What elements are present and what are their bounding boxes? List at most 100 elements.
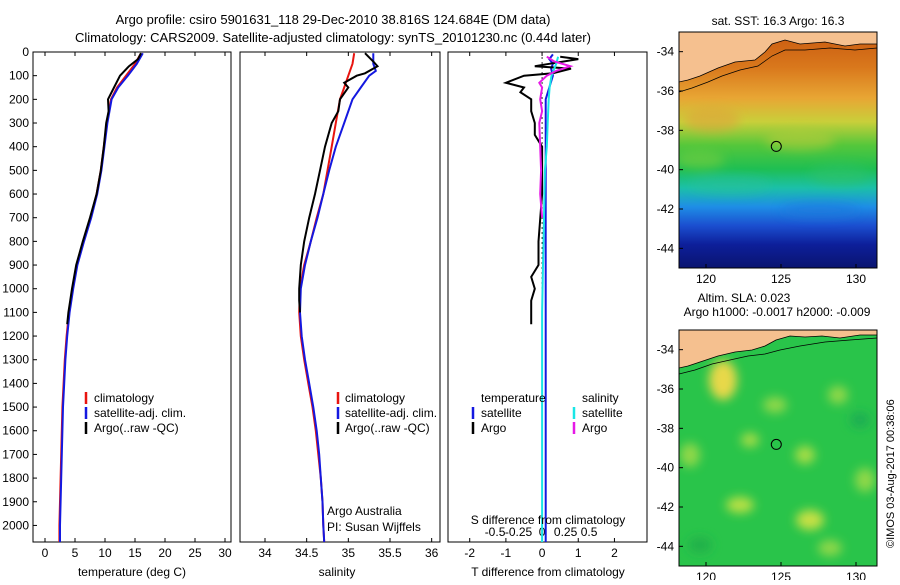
temperature-tick-label: 0 [42, 546, 49, 560]
sla-shelf-contour [679, 337, 877, 375]
depth-tick-label: 600 [9, 187, 29, 201]
legend-temperature-title: temperature [481, 391, 546, 405]
depth-axis: 0 100 200 300 400 500 600 700 800 900 1000 1100 1200… [2, 45, 37, 532]
depth-tick-label: 1100 [3, 305, 29, 319]
temperature-tick-label: 15 [128, 546, 142, 560]
map-lat-tick-label: -36 [657, 382, 675, 396]
salinity-difference-tick-label: 0.5 [581, 525, 598, 539]
map-lon-tick-label: 130 [846, 272, 866, 286]
map-lon-tick-label: 120 [696, 570, 716, 580]
legend-label-s-satellite: satellite [582, 406, 623, 420]
depth-tick-label: 1500 [2, 400, 29, 414]
difference-legend: temperature salinity satellite Argo sate… [471, 391, 623, 435]
temperature-tick-label: 25 [188, 546, 202, 560]
sla-map-subtitle: Argo h1000: -0.0017 h2000: -0.009 [684, 305, 871, 319]
depth-tick-label: 400 [9, 140, 29, 154]
series-argo [298, 52, 380, 313]
sla-map-title: Altim. SLA: 0.023 [698, 291, 791, 305]
depth-tick-label: 1300 [2, 353, 29, 367]
temperature-xlabel: temperature (deg C) [78, 565, 186, 579]
sst-map-axes: 120 125 130 -34 -36 -38 -40 -42 -44 [657, 45, 867, 286]
temperature-tick-label: 10 [98, 546, 112, 560]
temperature-tick-label: 30 [218, 546, 232, 560]
depth-tick-label: 800 [9, 234, 29, 248]
series-t-argo [502, 55, 579, 325]
argo-australia-label: Argo Australia [327, 504, 402, 518]
map-lat-tick-label: -36 [657, 84, 675, 98]
map-lon-tick-label: 130 [846, 570, 866, 580]
temperature-tick-label: 20 [158, 546, 172, 560]
depth-tick-label: 300 [9, 116, 29, 130]
legend-label-satellite: satellite-adj. clim. [94, 406, 186, 420]
sst-argo-marker [770, 140, 782, 152]
map-lat-tick-label: -42 [657, 500, 675, 514]
series-s-satellite [541, 56, 560, 542]
temperature-lines [58, 52, 144, 542]
depth-tick-label: 1600 [2, 424, 29, 438]
map-lat-tick-label: -42 [657, 202, 675, 216]
map-lat-tick-label: -44 [657, 241, 675, 255]
sla-map-image [679, 330, 877, 566]
pi-label: PI: Susan Wijffels [327, 520, 421, 534]
sst-map-frame [678, 31, 878, 269]
difference-tick-label: 1 [575, 546, 582, 560]
difference-tick-label: 2 [611, 546, 618, 560]
sst-map-title: sat. SST: 16.3 Argo: 16.3 [712, 14, 845, 28]
legend-label-climatology: climatology [345, 391, 405, 405]
map-lat-tick-label: -34 [657, 343, 675, 357]
title-line1: Argo profile: csiro 5901631_118 29-Dec-2… [116, 12, 551, 27]
map-lon-tick-label: 125 [771, 272, 791, 286]
difference-plot-frame [447, 51, 648, 543]
map-lat-tick-label: -38 [657, 421, 675, 435]
series-s-argo [538, 55, 574, 218]
depth-tick-label: 100 [9, 69, 29, 83]
salinity-tick-label: 35.5 [378, 546, 402, 560]
legend-label-s-argo: Argo [582, 421, 608, 435]
salinity-difference-tick-label: 0.25 [554, 525, 578, 539]
difference-toplabel: S difference from climatology [471, 513, 626, 527]
sla-argo-marker [770, 438, 782, 450]
map-lat-tick-label: -40 [657, 163, 675, 177]
salinity-difference-tick-label: -0.25 [505, 525, 533, 539]
depth-tick-label: 700 [9, 211, 29, 225]
series-satellite [59, 52, 144, 542]
legend-label-satellite: satellite-adj. clim. [345, 406, 437, 420]
sla-land [679, 330, 877, 369]
difference-xlabel: T difference from climatology [471, 565, 625, 579]
sla-map-frame [678, 329, 878, 567]
salinity-plot-frame [239, 51, 441, 543]
map-lat-tick-label: -40 [657, 461, 675, 475]
temperature-legend: climatology satellite-adj. clim. Argo(..… [84, 391, 186, 435]
salinity-legend: climatology satellite-adj. clim. Argo(..… [336, 391, 437, 435]
series-argo [66, 52, 142, 325]
difference-tick-label: -1 [501, 546, 512, 560]
series-climatology [298, 53, 356, 543]
sst-shelf-contour [679, 47, 877, 93]
salinity-tick-label: 34.5 [295, 546, 319, 560]
sst-land [679, 32, 877, 83]
temperature-plot-frame [32, 51, 232, 543]
salinity-lines [298, 52, 380, 543]
depth-tick-label: 200 [9, 92, 29, 106]
imos-watermark: ©IMOS 03-Aug-2017 00:38:06 [885, 399, 897, 548]
depth-tick-label: 1200 [2, 329, 29, 343]
salinity-xlabel: salinity [319, 565, 356, 579]
salinity-tick-label: 36 [425, 546, 439, 560]
series-satellite [298, 53, 377, 543]
depth-tick-label: 1000 [2, 282, 29, 296]
depth-tick-label: 500 [9, 163, 29, 177]
salinity-difference-tick-label: -0.5 [485, 525, 506, 539]
map-lon-tick-label: 125 [771, 570, 791, 580]
map-lon-tick-label: 120 [696, 272, 716, 286]
legend-label-climatology: climatology [94, 391, 154, 405]
salinity-tick-label: 35 [342, 546, 356, 560]
depth-tick-label: 1400 [2, 376, 29, 390]
legend-label-t-argo: Argo [481, 421, 507, 435]
map-lat-tick-label: -38 [657, 123, 675, 137]
depth-tick-label: 1900 [2, 495, 29, 509]
title-line2: Climatology: CARS2009. Satellite-adjuste… [75, 30, 591, 45]
legend-salinity-title: salinity [582, 391, 619, 405]
depth-tick-label: 0 [22, 45, 29, 59]
